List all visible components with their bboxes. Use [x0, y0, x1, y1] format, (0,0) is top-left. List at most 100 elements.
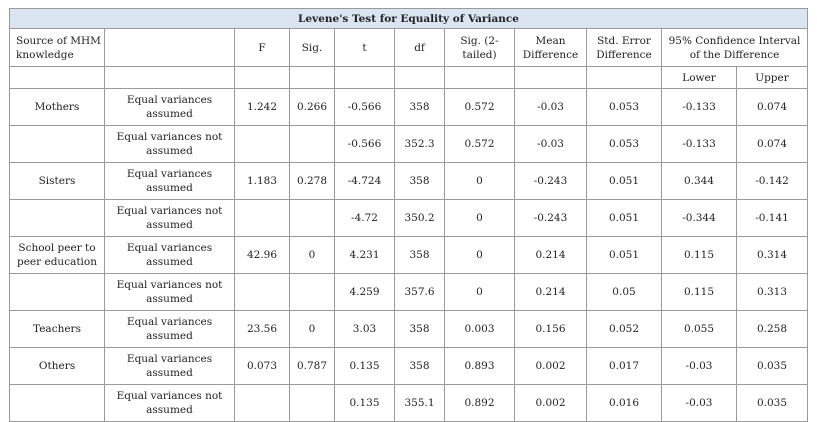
value-cell: 358 — [394, 310, 445, 348]
header-row: Source of MHM knowledge F Sig. t df Sig. (2-t… — [9, 28, 809, 67]
value-cell — [289, 273, 335, 311]
assumption-cell: Equal variances not assumed — [104, 273, 235, 311]
value-cell: -0.243 — [514, 162, 587, 200]
value-cell: 358 — [394, 88, 445, 126]
assumption-cell: Equal variances not assumed — [104, 125, 235, 163]
header-cell: Std. Error Difference — [586, 28, 662, 67]
assumption-cell: Equal variances not assumed — [104, 384, 235, 422]
value-cell: 0.05 — [586, 273, 662, 311]
assumption-cell: Equal variances assumed — [104, 347, 235, 385]
value-cell: 0.214 — [514, 236, 587, 274]
value-cell: 0.055 — [661, 310, 737, 348]
value-cell: -0.133 — [661, 88, 737, 126]
value-cell: 0.074 — [735, 125, 809, 163]
value-cell: -0.243 — [514, 199, 587, 237]
value-cell: -0.344 — [661, 199, 737, 237]
subheader-cell — [104, 66, 235, 89]
value-cell: 0.017 — [586, 347, 662, 385]
table-title: Levene's Test for Equality of Variance — [8, 8, 809, 29]
value-cell: 0 — [444, 236, 515, 274]
value-cell: -0.03 — [661, 384, 737, 422]
data-row: Teachers Equal variances assumed 23.56 0 3.0… — [9, 310, 809, 348]
subheader-cell — [444, 66, 515, 89]
header-cell: Mean Difference — [514, 28, 587, 67]
value-cell: 0.051 — [586, 236, 662, 274]
subheader-cell: Lower — [661, 66, 737, 89]
value-cell: -0.142 — [735, 162, 809, 200]
source-cell — [9, 273, 105, 311]
subheader-cell — [394, 66, 445, 89]
value-cell: 0.892 — [444, 384, 515, 422]
value-cell: 0.572 — [444, 88, 515, 126]
value-cell: -0.566 — [334, 88, 395, 126]
value-cell — [289, 199, 335, 237]
data-row: Sisters Equal variances assumed 1.183 0.278… — [9, 162, 809, 200]
value-cell: -0.566 — [334, 125, 395, 163]
value-cell: 0.135 — [334, 347, 395, 385]
value-cell: 0.035 — [735, 384, 809, 422]
value-cell: 0.053 — [586, 125, 662, 163]
value-cell: 0.314 — [735, 236, 809, 274]
value-cell: 0 — [444, 162, 515, 200]
value-cell: 0.135 — [334, 384, 395, 422]
value-cell: 4.259 — [334, 273, 395, 311]
value-cell: 0.344 — [661, 162, 737, 200]
subheader-row: Lower Upper — [9, 66, 809, 89]
levene-table: Levene's Test for Equality of Variance S… — [8, 8, 809, 422]
subheader-cell — [9, 66, 105, 89]
value-cell: 0.278 — [289, 162, 335, 200]
subheader-cell: Upper — [735, 66, 809, 89]
title-row: Levene's Test for Equality of Variance — [8, 8, 809, 29]
source-cell: Sisters — [9, 162, 105, 200]
header-cell: Sig. — [289, 28, 335, 67]
header-cell: df — [394, 28, 445, 67]
value-cell: 358 — [394, 236, 445, 274]
value-cell: 0.003 — [444, 310, 515, 348]
source-cell: Mothers — [9, 88, 105, 126]
value-cell: 358 — [394, 162, 445, 200]
source-cell: Teachers — [9, 310, 105, 348]
subheader-cell — [289, 66, 335, 89]
value-cell: 0.572 — [444, 125, 515, 163]
value-cell — [234, 273, 290, 311]
value-cell: 0.016 — [586, 384, 662, 422]
value-cell — [289, 384, 335, 422]
value-cell: 0.002 — [514, 384, 587, 422]
value-cell: 3.03 — [334, 310, 395, 348]
value-cell — [234, 384, 290, 422]
table-body: Levene's Test for Equality of Variance S… — [8, 8, 809, 422]
data-row: Mothers Equal variances assumed 1.242 0.266… — [9, 88, 809, 126]
data-row: Others Equal variances assumed 0.073 0.787 0… — [9, 347, 809, 385]
source-cell: Others — [9, 347, 105, 385]
value-cell: 0.893 — [444, 347, 515, 385]
value-cell: 0.115 — [661, 273, 737, 311]
header-cell: F — [234, 28, 290, 67]
header-cell: Source of MHM knowledge — [9, 28, 105, 67]
header-cell: 95% Confidence Interval of the Differenc… — [660, 28, 809, 67]
data-row: School peer to peer education Equal varia… — [9, 236, 809, 274]
value-cell: -4.72 — [334, 199, 395, 237]
value-cell: 1.242 — [234, 88, 290, 126]
value-cell: 4.231 — [334, 236, 395, 274]
data-row: Equal variances not assumed 0.135 355.1 0.8… — [9, 384, 809, 422]
value-cell: 0.266 — [289, 88, 335, 126]
value-cell: 357.6 — [394, 273, 445, 311]
value-cell: 0.053 — [586, 88, 662, 126]
source-cell — [9, 199, 105, 237]
value-cell: 355.1 — [394, 384, 445, 422]
value-cell: 42.96 — [234, 236, 290, 274]
subheader-cell — [234, 66, 290, 89]
value-cell: -0.141 — [735, 199, 809, 237]
value-cell: -0.03 — [514, 125, 587, 163]
value-cell: 358 — [394, 347, 445, 385]
value-cell: 0.051 — [586, 199, 662, 237]
assumption-cell: Equal variances not assumed — [104, 199, 235, 237]
subheader-cell — [334, 66, 395, 89]
header-cell: t — [334, 28, 395, 67]
header-cell — [104, 28, 235, 67]
value-cell: -0.03 — [514, 88, 587, 126]
value-cell: 0 — [444, 199, 515, 237]
value-cell: 0.074 — [735, 88, 809, 126]
value-cell: -0.133 — [661, 125, 737, 163]
